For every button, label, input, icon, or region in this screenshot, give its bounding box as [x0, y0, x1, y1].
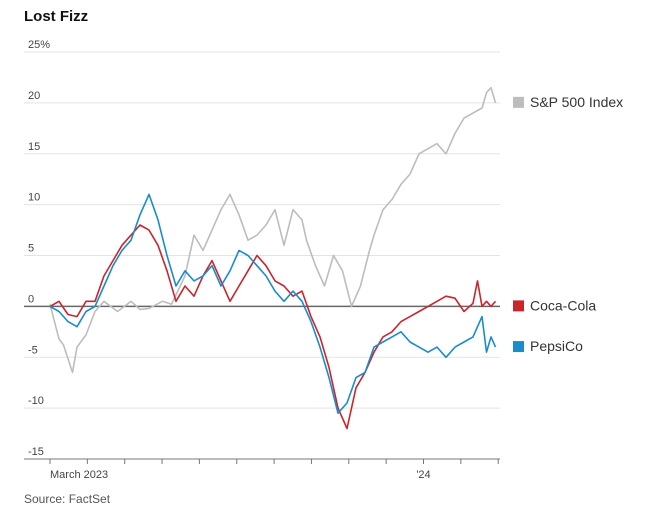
y-tick-label: 20	[28, 90, 40, 102]
legend-label-pepsico: PepsiCo	[530, 338, 583, 354]
legend-label-coca-cola: Coca-Cola	[530, 297, 596, 313]
y-tick-label: 15	[28, 141, 40, 153]
legend: S&P 500 Index Coca-Cola PepsiCo	[513, 94, 623, 354]
y-tick-label: 25%	[28, 39, 50, 51]
legend-swatch-s-p-500-index	[513, 96, 524, 108]
series-line-pepsico	[49, 193, 497, 414]
y-tick-label: -10	[28, 395, 44, 407]
y-tick-label: 0	[28, 293, 34, 305]
x-axis: March 2023 '24	[24, 458, 500, 481]
x-tick-label: '24	[416, 469, 430, 481]
y-tick-label: 5	[28, 243, 34, 255]
chart-title: Lost Fizz	[24, 8, 89, 25]
y-tick-label: 10	[28, 192, 40, 204]
y-axis-ticks: 25% 20 15 10 5 0 -5 -10 -15	[28, 39, 50, 458]
series-line-coca-cola	[49, 224, 497, 430]
x-tick-label: March 2023	[50, 469, 108, 481]
gridlines	[24, 51, 500, 460]
y-tick-label: -15	[28, 446, 44, 458]
legend-swatch-pepsico	[513, 341, 524, 353]
series-lines	[49, 86, 497, 430]
legend-label-s-p-500-index: S&P 500 Index	[530, 94, 623, 110]
y-tick-label: -5	[28, 344, 38, 356]
source-note: Source: FactSet	[24, 492, 111, 506]
series-line-s-p-500-index	[49, 86, 497, 374]
legend-swatch-coca-cola	[513, 300, 524, 312]
